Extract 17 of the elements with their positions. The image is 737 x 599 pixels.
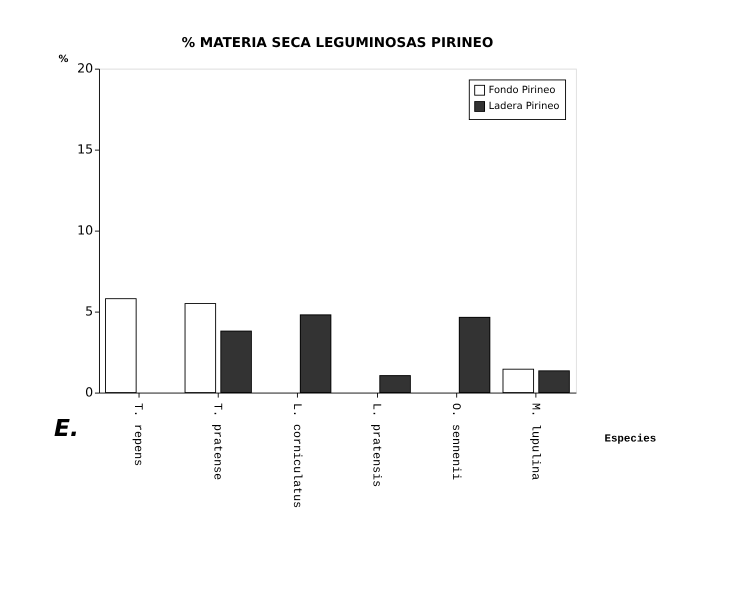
chart-title: % MATERIA SECA LEGUMINOSAS PIRINEO bbox=[182, 35, 494, 52]
x-tick-label: T. pratense bbox=[210, 402, 225, 480]
x-axis-title: Especies bbox=[604, 434, 656, 446]
x-tick-label: L. pratensis bbox=[370, 402, 384, 488]
legend-label: Ladera Pirineo bbox=[488, 101, 560, 112]
x-tick-label: L. corniculatus bbox=[290, 402, 304, 508]
y-tick-label: 20 bbox=[77, 60, 94, 76]
y-tick-label: 10 bbox=[77, 222, 94, 238]
y-tick-label: 0 bbox=[85, 384, 94, 400]
y-tick-label: 5 bbox=[85, 304, 94, 319]
x-tick-label: O. sennenii bbox=[449, 402, 464, 480]
y-tick-label: 15 bbox=[77, 142, 94, 157]
legend-label: Fondo Pirineo bbox=[488, 84, 556, 96]
x-tick-label: T. repens bbox=[131, 402, 146, 466]
y-axis-title: % bbox=[58, 54, 68, 65]
x-tick-label: M. lupulina bbox=[528, 402, 543, 480]
text: E. bbox=[54, 414, 79, 442]
